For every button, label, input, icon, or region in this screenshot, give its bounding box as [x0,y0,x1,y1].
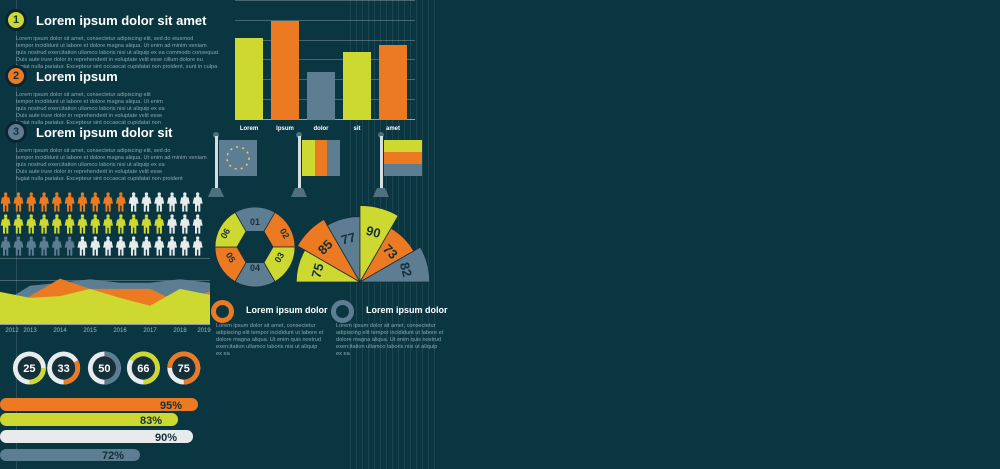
svg-text:66: 66 [137,363,149,375]
svg-text:50: 50 [98,363,110,375]
svg-text:25: 25 [23,363,35,375]
svg-text:33: 33 [57,363,69,375]
svg-text:75: 75 [178,363,190,375]
